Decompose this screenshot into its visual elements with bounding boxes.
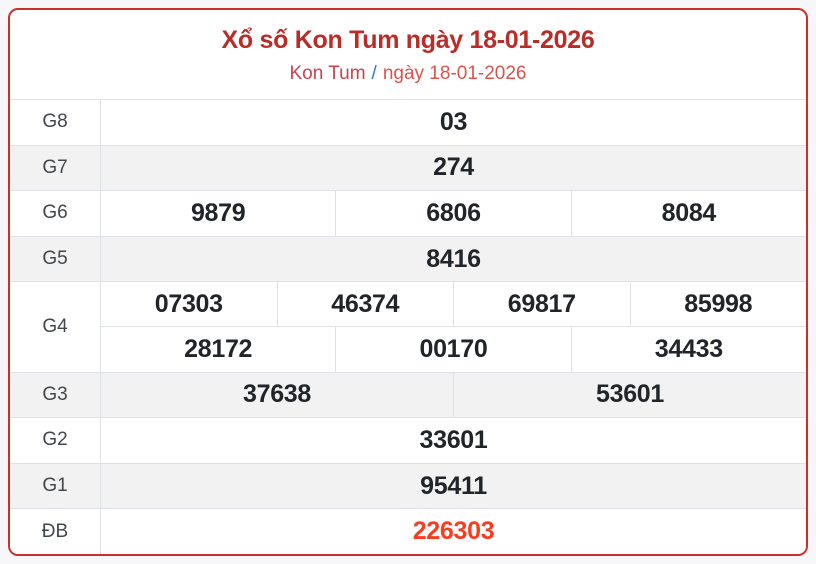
prize-values-db: 226303 (100, 509, 806, 554)
prize-results-table: G8 03 G7 274 G6 9879 6806 8084 G5 8416 G4 07303 4637… (10, 99, 806, 554)
prize-values-g5: 8416 (100, 236, 806, 282)
prize-number: 37638 (242, 380, 312, 409)
prize-number: 85998 (629, 282, 807, 327)
prize-number: 8416 (426, 244, 481, 273)
lottery-result-card: Xổ số Kon Tum ngày 18-01-2026 Kon Tum / ng… (8, 8, 808, 556)
page-title: Xổ số Kon Tum ngày 18-01-2026 (221, 26, 595, 54)
breadcrumb-region-link[interactable]: Kon Tum (289, 63, 366, 84)
prize-label-g8: G8 (42, 111, 68, 133)
prize-line: 8416 (101, 237, 806, 282)
prize-label-g3: G3 (42, 383, 68, 405)
prize-label-db: ĐB (41, 520, 69, 542)
prize-label-g5: G5 (42, 248, 68, 270)
prize-line: 37638 53601 (101, 372, 806, 418)
result-header: Xổ số Kon Tum ngày 18-01-2026 Kon Tum / ng… (10, 10, 806, 99)
prize-label-g7: G7 (42, 156, 68, 178)
prize-number: 9879 (190, 198, 246, 227)
prize-line: 95411 (101, 464, 806, 509)
prize-number: 03 (439, 107, 468, 136)
breadcrumb: Kon Tum / ngày 18-01-2026 (20, 63, 796, 85)
prize-line: 03 (101, 100, 806, 145)
prize-number: 33601 (419, 425, 488, 454)
prize-row-g7: G7 274 (10, 144, 806, 191)
prize-number: 6806 (335, 191, 570, 236)
prize-number: 8084 (570, 191, 806, 236)
prize-number: 07303 (154, 289, 223, 318)
prize-number: 69817 (453, 282, 630, 327)
prize-line: 33601 (101, 418, 806, 463)
prize-row-g4: G4 07303 46374 69817 85998 28172 00170 34433 (10, 281, 807, 372)
prize-label-g2: G2 (42, 429, 68, 451)
prize-row-g2: G2 33601 (10, 417, 806, 463)
prize-values-g7: 274 (100, 145, 806, 191)
prize-line: 9879 6806 8084 (101, 191, 806, 236)
prize-number: 274 (433, 153, 474, 182)
prize-label-g4: G4 (42, 315, 68, 337)
prize-number: 95411 (420, 471, 487, 500)
breadcrumb-separator: / (371, 63, 377, 84)
prize-number: 34433 (570, 327, 806, 372)
prize-row-g8: G8 03 (10, 99, 806, 145)
prize-row-g6: G6 9879 6806 8084 (10, 190, 806, 236)
prize-line: 28172 00170 34433 (101, 326, 806, 372)
special-prize-number: 226303 (412, 517, 495, 546)
prize-values-g6: 9879 6806 8084 (100, 191, 806, 236)
breadcrumb-date-link[interactable]: ngày 18-01-2026 (382, 63, 527, 84)
prize-line: 07303 46374 69817 85998 (101, 282, 807, 327)
prize-row-g3: G3 37638 53601 (10, 371, 806, 418)
prize-values-g3: 37638 53601 (100, 372, 806, 418)
prize-number: 46374 (276, 282, 454, 327)
prize-number: 53601 (453, 372, 806, 418)
prize-values-g1: 95411 (100, 463, 806, 509)
prize-row-g5: G5 8416 (10, 235, 806, 282)
prize-values-g2: 33601 (100, 418, 806, 463)
prize-values-g4: 07303 46374 69817 85998 28172 00170 34433 (100, 282, 807, 372)
prize-row-db: ĐB 226303 (10, 508, 806, 554)
prize-row-g1: G1 95411 (10, 462, 806, 509)
prize-number: 28172 (184, 335, 253, 364)
prize-number: 00170 (335, 327, 570, 372)
prize-line: 274 (101, 146, 806, 191)
prize-line: 226303 (101, 509, 806, 554)
prize-label-g1: G1 (42, 475, 68, 497)
prize-values-g8: 03 (100, 100, 806, 145)
prize-label-g6: G6 (42, 202, 68, 224)
